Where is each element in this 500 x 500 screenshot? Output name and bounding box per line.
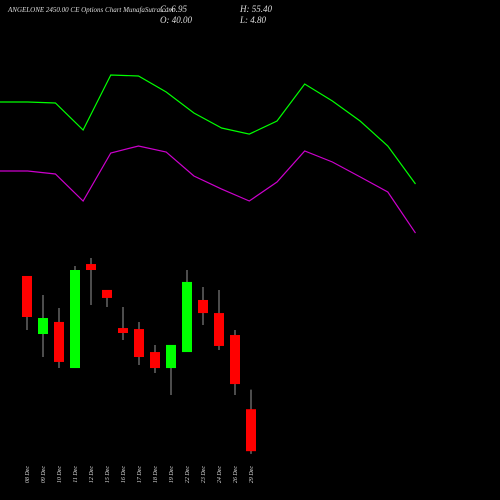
indicator-line: [0, 145, 416, 234]
candle-body: [102, 289, 112, 298]
x-tick-label: 12 Dec: [89, 466, 95, 483]
close-stat: C: 6.95: [160, 4, 188, 14]
candle-body: [166, 344, 176, 369]
candle-body: [118, 328, 128, 333]
candle-body: [134, 329, 144, 358]
candle-body: [150, 352, 160, 369]
x-tick-label: 29 Dec: [249, 466, 255, 483]
low-stat: L: 4.80: [239, 15, 267, 25]
candle-body: [246, 409, 256, 452]
x-tick-label: 11 Dec: [73, 466, 79, 483]
x-tick-label: 22 Dec: [185, 466, 191, 483]
candle-body: [182, 281, 192, 353]
x-tick-label: 10 Dec: [57, 466, 63, 483]
x-tick-label: 17 Dec: [137, 466, 143, 483]
high-stat: H: 55.40: [239, 4, 272, 14]
x-tick-label: 26 Dec: [233, 466, 239, 483]
candle-body: [54, 321, 64, 362]
candle-body: [86, 264, 96, 271]
x-tick-label: 15 Dec: [105, 466, 111, 483]
candle-body: [38, 318, 48, 335]
candle-body: [70, 270, 80, 369]
chart-title: ANGELONE 2450.00 CE Options Chart Munafa…: [7, 6, 173, 14]
x-tick-label: 09 Dec: [41, 466, 47, 483]
x-tick-label: 16 Dec: [121, 466, 127, 483]
open-stat: O: 40.00: [160, 15, 192, 25]
x-tick-label: 08 Dec: [25, 466, 31, 483]
x-tick-label: 19 Dec: [169, 466, 175, 483]
x-tick-label: 24 Dec: [216, 466, 223, 483]
indicator-line: [0, 74, 416, 185]
x-tick-label: 18 Dec: [153, 466, 159, 483]
candle-body: [198, 299, 208, 314]
x-tick-label: 23 Dec: [201, 466, 207, 483]
candle-body: [22, 275, 32, 317]
candle-body: [230, 335, 240, 385]
candle-body: [214, 313, 224, 346]
